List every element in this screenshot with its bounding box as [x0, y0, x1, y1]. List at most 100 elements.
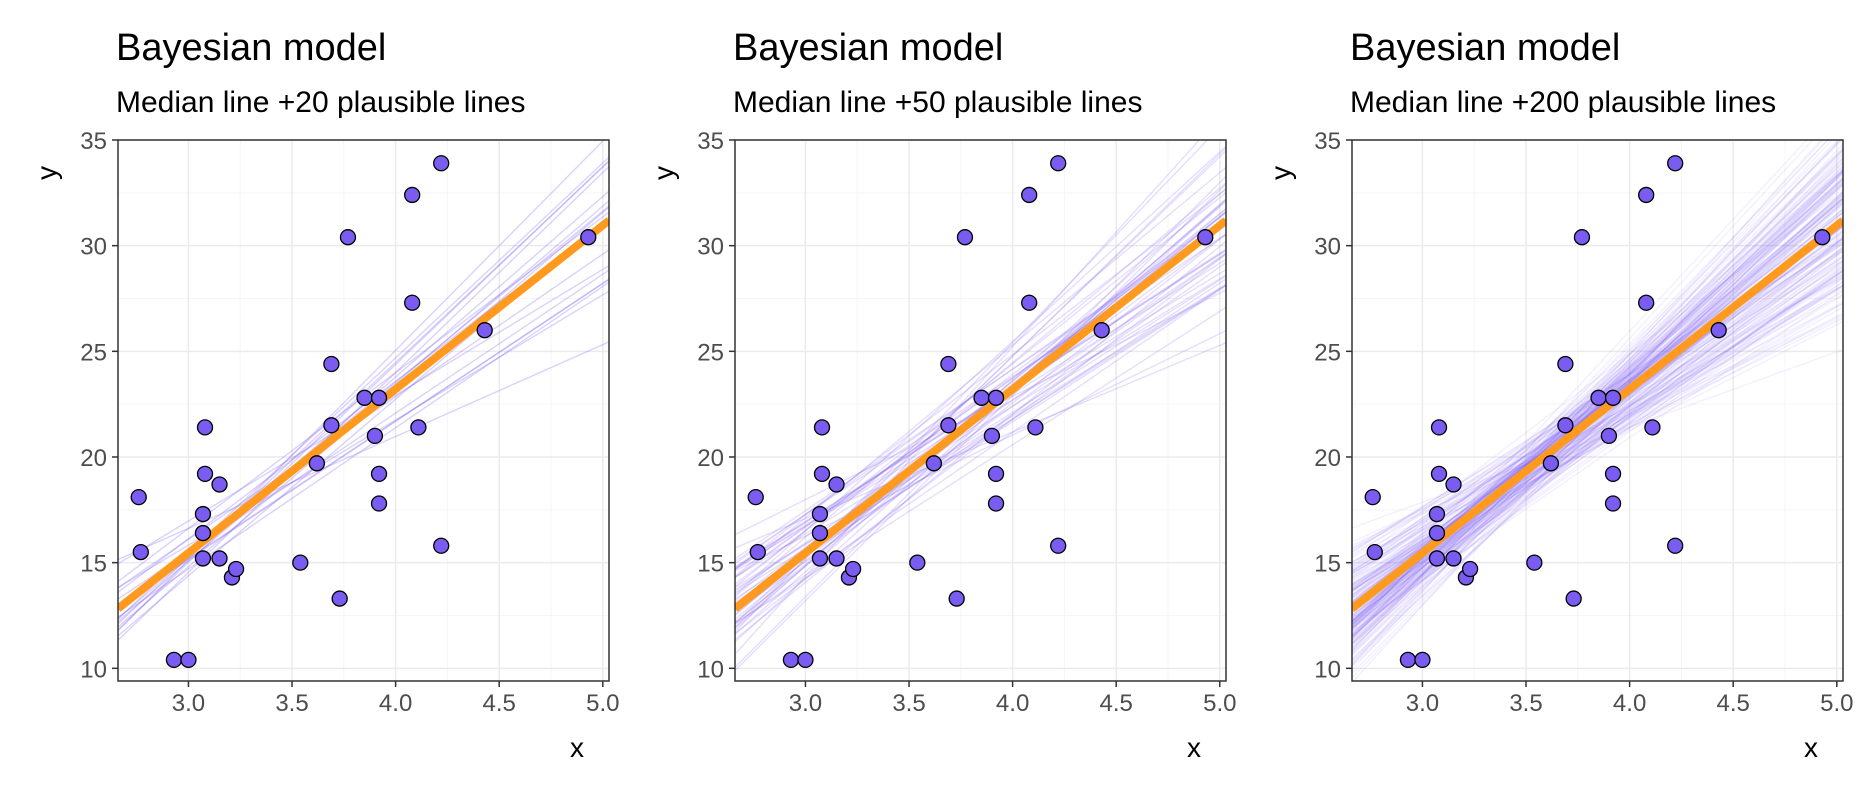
data-point	[1710, 322, 1727, 339]
plausible-line	[735, 188, 1226, 570]
plausible-line	[1352, 192, 1843, 623]
panel-border	[117, 139, 610, 682]
plausible-line	[1352, 199, 1843, 667]
data-point	[130, 488, 147, 506]
data-point	[323, 355, 340, 373]
data-point	[1557, 417, 1574, 434]
panel-3: Bayesian model Median line +200 plausible…	[1265, 27, 1853, 763]
x-tick-label: 3.5	[892, 690, 925, 717]
data-point	[476, 322, 493, 339]
plausible-line	[735, 284, 1226, 625]
data-point	[1526, 554, 1543, 571]
data-point	[1638, 294, 1655, 311]
data-point	[180, 651, 197, 669]
plausible-line	[1352, 190, 1843, 656]
data-point	[194, 524, 212, 542]
plausible-line	[1352, 193, 1843, 621]
panel-border	[734, 139, 1227, 682]
data-point	[1461, 560, 1479, 578]
x-axis-title: x	[1804, 732, 1818, 763]
data-point	[1414, 651, 1431, 669]
plausible-line	[1352, 193, 1843, 622]
plausible-line	[1352, 219, 1843, 660]
data-point	[1644, 419, 1661, 436]
data-point	[1667, 155, 1684, 172]
plausible-line	[735, 306, 1226, 625]
data-point	[433, 155, 450, 172]
data-point	[211, 550, 228, 567]
data-point	[1590, 389, 1607, 406]
data-point	[782, 651, 800, 669]
median-line	[735, 217, 1226, 612]
plausible-line	[1352, 249, 1843, 633]
data-point	[433, 537, 450, 554]
y-tick-label: 15	[697, 551, 724, 578]
data-point	[1364, 488, 1381, 506]
x-tick-label: 4.0	[1613, 690, 1646, 717]
data-point	[956, 229, 974, 246]
data-point	[132, 543, 149, 561]
plausible-line	[735, 183, 1226, 671]
plausible-line	[1352, 287, 1843, 572]
x-tick-label: 3.5	[1509, 690, 1542, 717]
y-tick-label: 35	[697, 128, 724, 155]
plausible-line	[735, 175, 1226, 668]
x-tick-label: 4.0	[379, 690, 412, 717]
x-tick-label: 4.0	[996, 690, 1029, 717]
data-point	[1050, 537, 1067, 554]
y-axis-title: y	[31, 166, 62, 180]
data-point	[909, 554, 926, 571]
data-point	[987, 495, 1005, 512]
x-tick-label: 4.5	[1717, 690, 1750, 717]
y-tick-label: 35	[1314, 128, 1341, 155]
x-tick-label: 3.0	[172, 690, 205, 717]
data-point	[1399, 651, 1417, 669]
data-point	[1093, 322, 1110, 339]
x-tick-label: 3.0	[789, 690, 822, 717]
data-point	[1814, 229, 1831, 246]
data-point	[983, 427, 1001, 445]
plausible-line	[1352, 171, 1843, 679]
data-point	[1430, 419, 1448, 436]
data-point	[370, 465, 388, 483]
y-tick-label: 30	[1314, 234, 1341, 261]
plausible-line	[1352, 157, 1843, 656]
chart-subtitle: Median line +50 plausible lines	[733, 86, 1142, 119]
y-tick-label: 30	[80, 234, 107, 261]
data-point	[1428, 505, 1446, 523]
x-tick-label: 5.0	[1820, 690, 1853, 717]
data-point	[292, 554, 309, 571]
plausible-line	[1352, 269, 1843, 634]
plausible-line	[1352, 314, 1843, 543]
x-tick-label: 3.0	[1406, 690, 1439, 717]
data-point	[165, 651, 183, 669]
panel-2: Bayesian model Median line +50 plausible …	[648, 27, 1236, 763]
y-tick-label: 25	[80, 339, 107, 366]
y-tick-label: 10	[80, 656, 107, 683]
data-point	[1604, 389, 1622, 406]
data-point	[1604, 465, 1622, 483]
data-point	[1573, 229, 1591, 246]
plausible-line	[735, 240, 1226, 640]
x-tick-label: 4.5	[1100, 690, 1133, 717]
data-point	[1557, 355, 1574, 373]
data-point	[811, 550, 829, 567]
data-point	[1197, 229, 1214, 246]
y-axis-title: y	[648, 166, 679, 180]
x-tick-label: 5.0	[586, 690, 619, 717]
data-point	[404, 186, 421, 204]
data-point	[1428, 550, 1446, 567]
plausible-line	[1352, 196, 1843, 653]
data-point	[797, 651, 814, 669]
data-point	[339, 229, 357, 246]
plausible-line	[1352, 225, 1843, 637]
data-point	[828, 550, 845, 567]
data-point	[1027, 419, 1044, 436]
data-point	[973, 389, 990, 406]
data-point	[987, 389, 1005, 406]
data-point	[194, 505, 212, 523]
x-axis-title: x	[1187, 732, 1201, 763]
data-point	[196, 419, 214, 436]
y-tick-label: 10	[1314, 656, 1341, 683]
plausible-line	[1352, 178, 1843, 674]
